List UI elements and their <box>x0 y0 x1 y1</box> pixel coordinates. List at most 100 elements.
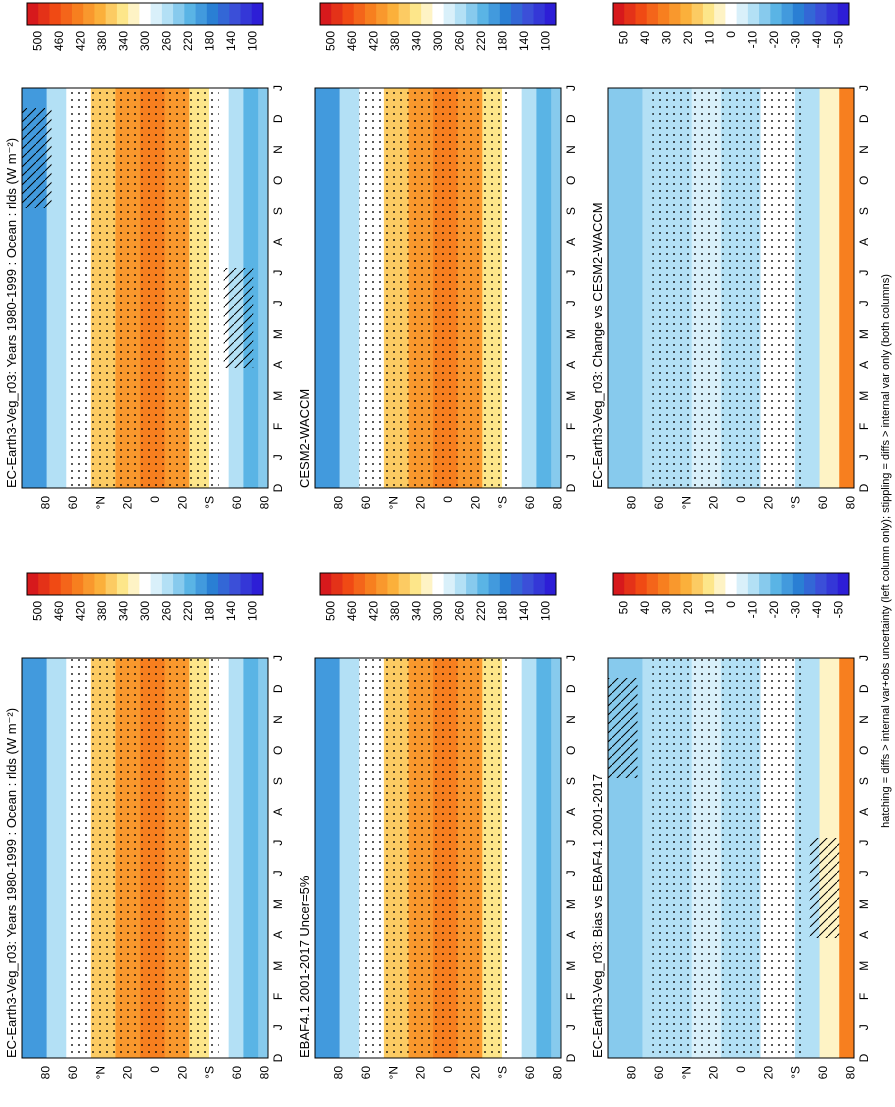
latitude-tick-label: 80 <box>625 496 639 510</box>
colorbar-tick-label: 500 <box>324 31 338 51</box>
colorbar-swatch <box>432 573 445 595</box>
colorbar-tick-label: 40 <box>638 31 652 45</box>
colorbar-swatch <box>657 3 670 25</box>
colorbar-tick-label: 140 <box>224 31 238 51</box>
panel-p3: 500 460 420 380 340 300 260 220 180 140 100 EBAF4.1… <box>297 572 578 1080</box>
month-tick-label: M <box>271 899 285 909</box>
latitude-tick-label: 20 <box>761 1066 775 1080</box>
colorbar-swatch <box>781 573 794 595</box>
month-tick-label: F <box>271 993 285 1000</box>
colorbar-swatch <box>781 3 794 25</box>
colorbar-p4: 500 460 420 380 340 300 260 220 180 140 100 <box>319 2 557 51</box>
colorbar-frame <box>319 572 557 596</box>
latitude-band <box>46 658 67 1058</box>
colorbar-tick-label: 220 <box>181 601 195 621</box>
colorbar-tick-label: 50 <box>617 31 631 45</box>
colorbar-swatch <box>105 3 118 25</box>
colorbar-swatch <box>60 573 73 595</box>
month-tick-label: D <box>271 114 285 123</box>
panel-title: EC-Earth3-Veg_r03: Years 1980-1999 : Oce… <box>4 708 19 1058</box>
colorbar-tick-label: 420 <box>74 601 88 621</box>
month-tick-label: D <box>564 114 578 123</box>
latitude-tick-label: 80 <box>843 496 857 510</box>
colorbar-swatch <box>116 3 129 25</box>
plot-frame <box>21 87 269 489</box>
colorbar-swatch <box>94 3 107 25</box>
colorbar-swatch <box>544 3 557 25</box>
colorbar-tick-label: -30 <box>788 31 802 49</box>
stippling-overlay <box>652 658 805 1058</box>
latitude-tick-label: °N <box>93 1066 107 1079</box>
colorbar-frame <box>26 572 264 596</box>
colorbar-swatch <box>60 3 73 25</box>
colorbar-tick-label: 100 <box>538 601 552 621</box>
month-tick-label: A <box>271 931 285 939</box>
colorbar-swatch <box>624 3 636 25</box>
latitude-tick-label: °N <box>386 496 400 509</box>
colorbar-swatch <box>240 573 253 595</box>
colorbar-swatch <box>421 3 433 25</box>
latitude-tick-label: °N <box>386 1066 400 1079</box>
heatmap-body <box>314 657 562 1059</box>
colorbar-swatch <box>116 573 129 595</box>
colorbar-tick-label: -10 <box>745 31 759 49</box>
latitude-tick-label: °N <box>679 1066 693 1079</box>
colorbar-swatch <box>522 573 535 595</box>
month-tick-label: J <box>564 1024 578 1030</box>
month-tick-label: A <box>271 238 285 246</box>
latitude-tick-label: 20 <box>175 496 189 510</box>
colorbar-swatch <box>184 573 197 595</box>
colorbar-swatch <box>804 3 816 25</box>
heatmap-body <box>607 87 855 489</box>
month-tick-label: D <box>857 483 871 492</box>
colorbar-tick-label: 40 <box>638 601 652 615</box>
colorbar-swatch <box>353 573 366 595</box>
month-tick-label: D <box>857 684 871 693</box>
colorbar-swatch <box>533 3 546 25</box>
latitude-tick-label: 60 <box>523 496 537 510</box>
latitude-tick-label: 20 <box>468 1066 482 1080</box>
colorbar-swatch <box>71 3 84 25</box>
latitude-tick-label: 60 <box>230 1066 244 1080</box>
colorbar-swatch <box>533 573 546 595</box>
colorbar-swatch <box>759 573 771 595</box>
colorbar-swatch <box>206 573 219 595</box>
colorbar-swatch <box>736 3 749 25</box>
colorbar-swatch <box>488 3 501 25</box>
month-tick-label: M <box>564 961 578 971</box>
latitude-tick-label: 0 <box>148 496 162 503</box>
latitude-tick-label: °N <box>679 496 693 509</box>
colorbar-swatch <box>331 3 343 25</box>
colorbar-swatch <box>364 573 377 595</box>
colorbar-swatch <box>691 3 704 25</box>
month-tick-label: O <box>564 176 578 185</box>
month-tick-label: A <box>271 808 285 816</box>
colorbar-frame <box>26 2 264 26</box>
colorbar-swatch <box>409 3 422 25</box>
colorbar-swatch <box>38 3 50 25</box>
colorbar-tick-label: -40 <box>810 31 824 49</box>
latitude-tick-label: 20 <box>707 496 721 510</box>
colorbar-swatch <box>128 3 140 25</box>
latitude-tick-label: 60 <box>66 496 80 510</box>
latitude-tick-label: 80 <box>39 496 53 510</box>
colorbar-swatch <box>229 573 242 595</box>
colorbar-tick-label: 260 <box>159 31 173 51</box>
colorbar-swatch <box>747 3 760 25</box>
colorbar-swatch <box>635 3 648 25</box>
month-tick-label: D <box>271 684 285 693</box>
colorbar-swatch <box>320 573 332 595</box>
colorbar-tick-label: 30 <box>660 601 674 615</box>
colorbar-swatch <box>646 573 659 595</box>
colorbar-swatch <box>747 573 760 595</box>
plot-frame <box>21 657 269 1059</box>
latitude-band <box>258 88 269 488</box>
month-tick-label: M <box>271 391 285 401</box>
colorbar-swatch <box>680 3 693 25</box>
colorbar-swatch <box>94 573 107 595</box>
colorbar-swatch <box>815 573 828 595</box>
colorbar-tick-label: 380 <box>388 601 402 621</box>
colorbar-swatch <box>128 573 140 595</box>
month-tick-label: M <box>857 329 871 339</box>
colorbar-swatch <box>792 3 805 25</box>
